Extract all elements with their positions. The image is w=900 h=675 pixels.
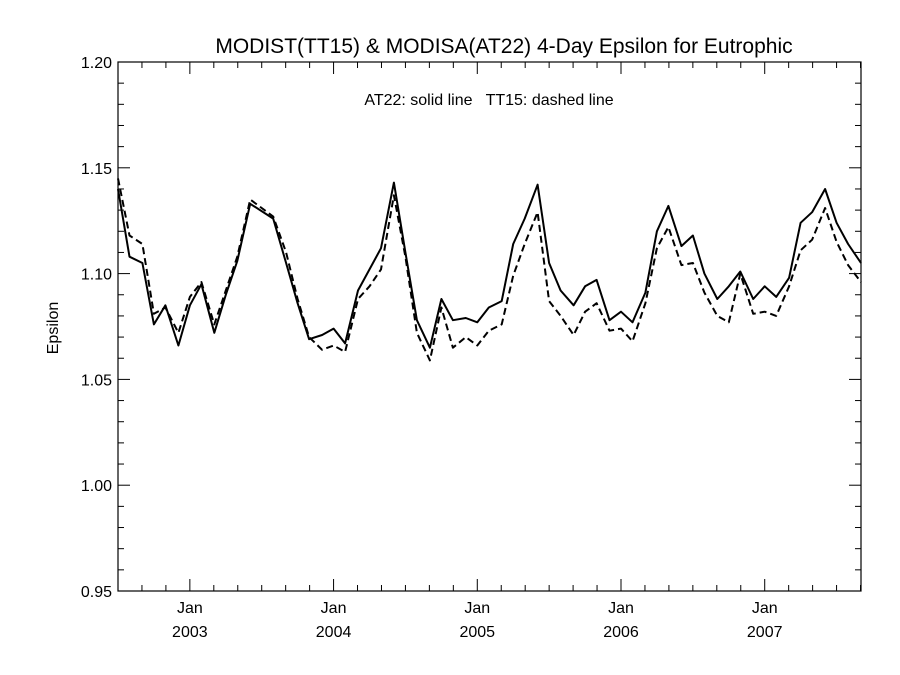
series-line-at22 (117, 181, 862, 349)
series-legend-annotation: AT22: solid line TT15: dashed line (364, 92, 613, 109)
y-tick-label: 1.05 (81, 372, 112, 389)
chart-title: MODIST(TT15) & MODISA(AT22) 4-Day Epsilo… (215, 35, 792, 58)
x-tick-year-label: 2003 (172, 624, 208, 641)
x-tick-month-label: Jan (321, 600, 347, 617)
y-axis-ticks: 0.95 1.00 1.05 1.10 1.15 1.20 (81, 55, 861, 601)
x-tick-year-label: 2007 (747, 624, 783, 641)
x-tick-month-label: Jan (464, 600, 490, 617)
x-tick-year-label: 2004 (316, 624, 352, 641)
y-tick-label: 1.10 (81, 267, 112, 284)
x-axis-ticks: Jan 2003 Jan 2004 Jan 2005 Jan 2006 Jan 2007 (141, 62, 862, 641)
y-tick-label: 1.00 (81, 478, 112, 495)
x-tick-month-label: Jan (608, 600, 634, 617)
x-tick-month-label: Jan (752, 600, 778, 617)
x-tick-month-label: Jan (177, 600, 203, 617)
series-layer (117, 178, 862, 362)
y-tick-label: 0.95 (81, 584, 112, 601)
x-tick-year-label: 2005 (459, 624, 495, 641)
x-tick-year-label: 2006 (603, 624, 639, 641)
y-tick-label: 1.20 (81, 55, 112, 72)
plot-frame (117, 61, 862, 592)
y-axis-label: Epsilon (45, 302, 62, 354)
series-line-tt15 (117, 178, 862, 362)
y-tick-label: 1.15 (81, 161, 112, 178)
